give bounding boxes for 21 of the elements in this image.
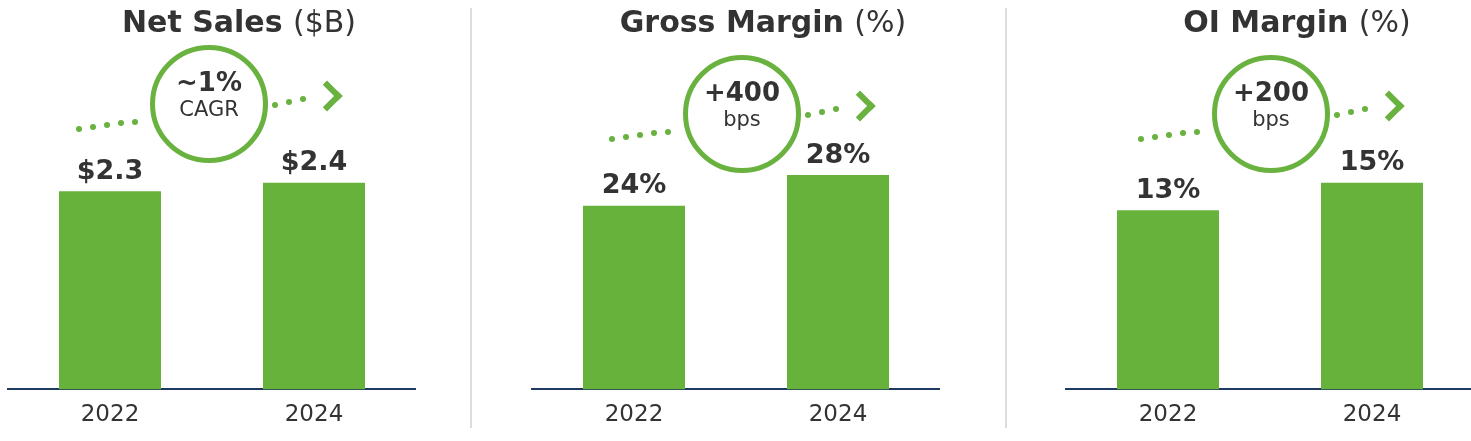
x-tick-label: 2024 xyxy=(808,400,868,427)
data-label: 28% xyxy=(805,137,871,169)
data-label: 13% xyxy=(1135,172,1201,204)
x-tick-label: 2024 xyxy=(1342,400,1402,427)
text: bps xyxy=(722,107,762,131)
data-label: $2.4 xyxy=(280,145,348,177)
text: CAGR xyxy=(178,97,240,121)
text: +200 xyxy=(1231,77,1311,107)
data-label: $2.3 xyxy=(76,153,144,185)
text: +400 xyxy=(702,77,782,107)
x-tick-label: 2024 xyxy=(284,400,344,427)
x-tick-label: 2022 xyxy=(1138,400,1198,427)
data-label: 24% xyxy=(601,168,667,200)
text: bps xyxy=(1251,107,1291,131)
data-label: 15% xyxy=(1339,145,1405,177)
x-tick-label: 2022 xyxy=(80,400,140,427)
text: ~1% xyxy=(175,67,243,97)
chart-title: Net Sales ($B) xyxy=(121,4,357,39)
chart-title: Gross Margin (%) xyxy=(619,4,907,39)
chart-title: OI Margin (%) xyxy=(1183,4,1411,39)
x-tick-label: 2022 xyxy=(604,400,664,427)
